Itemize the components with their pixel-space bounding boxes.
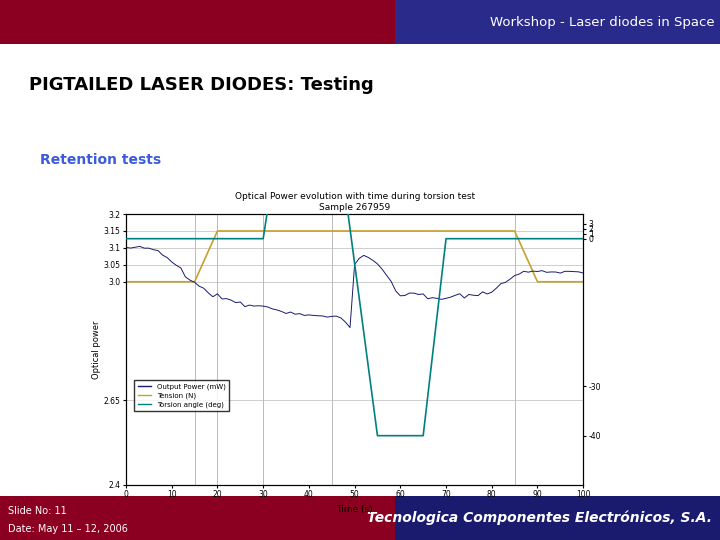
- Bar: [395, 0, 720, 44]
- Text: Date: May 11 – 12, 2006: Date: May 11 – 12, 2006: [8, 524, 128, 534]
- Y-axis label: Optical power: Optical power: [91, 320, 101, 379]
- Bar: [395, 496, 720, 540]
- Text: Slide No: 11: Slide No: 11: [8, 506, 67, 516]
- Title: Optical Power evolution with time during torsion test
Sample 267959: Optical Power evolution with time during…: [235, 192, 474, 212]
- Text: Workshop - Laser diodes in Space: Workshop - Laser diodes in Space: [490, 16, 715, 29]
- Bar: [0, 496, 395, 540]
- Legend: Output Power (mW), Tension (N), Torsion angle (deg): Output Power (mW), Tension (N), Torsion …: [134, 380, 229, 411]
- Text: PIGTAILED LASER DIODES: Testing: PIGTAILED LASER DIODES: Testing: [29, 76, 374, 94]
- Text: Tecnologica Componentes Electrónicos, S.A.: Tecnologica Componentes Electrónicos, S.…: [367, 511, 712, 525]
- Text: Retention tests: Retention tests: [40, 153, 161, 167]
- Bar: [0, 0, 395, 44]
- X-axis label: Time (s): Time (s): [336, 505, 373, 514]
